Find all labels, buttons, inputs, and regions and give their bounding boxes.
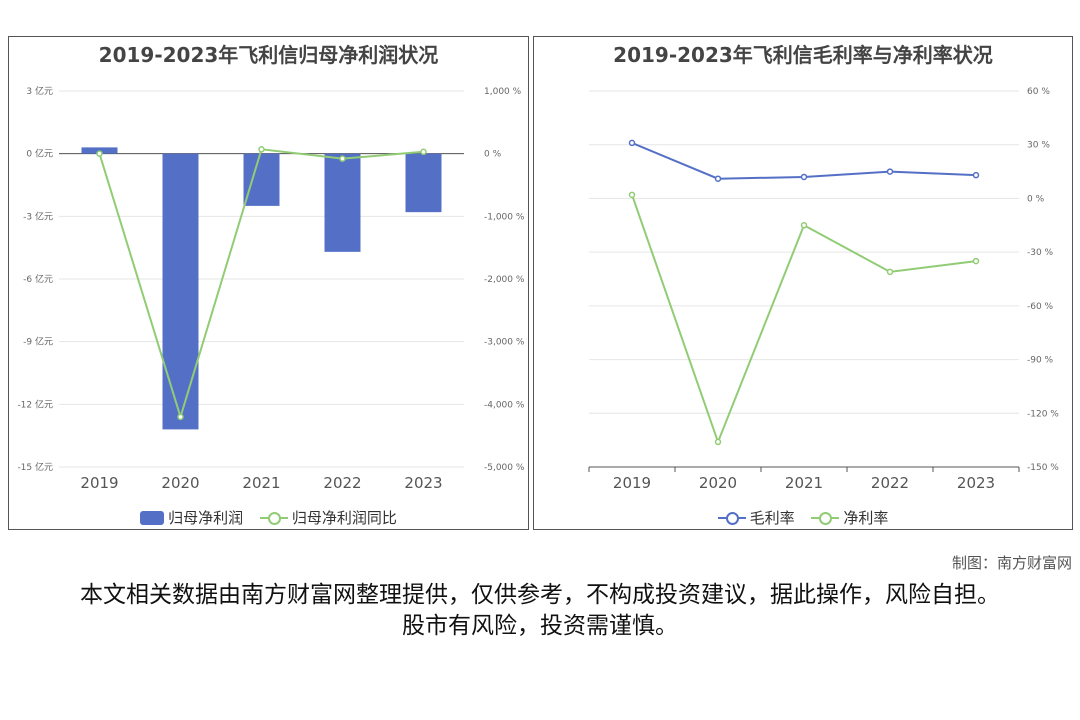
series-point — [800, 173, 808, 181]
chart-panel-margins: 2019-2023年飞利信毛利率与净利率状况 60 % 30 % 0 % -30 % -… — [533, 36, 1073, 530]
y-tick-label: -120 % — [1027, 409, 1059, 419]
y-tick-label: -9 亿元 — [23, 336, 53, 348]
y-tick-label: -30 % — [1027, 248, 1054, 258]
yoy-point — [339, 155, 346, 162]
margins-chart: 60 % 30 % 0 % -30 % -60 % -90 % -120 % -150 % 20… — [588, 87, 1059, 492]
chart-panel-net-profit: 2019-2023年飞利信归母净利润状况 3 亿元 0 亿元 -3 亿元 -6 亿元 -… — [8, 36, 529, 530]
yoy-point — [177, 413, 184, 421]
bar — [324, 153, 361, 252]
y2-tick-label: -3,000 % — [484, 338, 525, 348]
legend-item-gross[interactable]: 毛利率 — [717, 507, 795, 528]
series-point — [886, 268, 894, 276]
net-profit-chart: 3 亿元 0 亿元 -3 亿元 -6 亿元 -9 亿元 -12 亿元 -15 亿元 1,000… — [17, 85, 525, 492]
disclaimer-text: 本文相关数据由南方财富网整理提供，仅供参考，不构成投资建议，据此操作，风险自担。… — [80, 582, 1000, 639]
series-point — [972, 257, 980, 265]
y-tick-label: -6 亿元 — [23, 273, 53, 285]
legend-label: 净利率 — [843, 509, 889, 527]
series-line — [631, 142, 977, 180]
y-tick-label: -15 亿元 — [17, 461, 53, 473]
y-tick-label: -3 亿元 — [23, 210, 53, 222]
x-tick-label: 2022 — [871, 474, 909, 492]
x-tick-label: 2021 — [785, 474, 823, 492]
series-point — [972, 171, 980, 179]
legend-line-swatch — [717, 511, 746, 525]
x-tick-label: 2019 — [80, 474, 118, 492]
series-point — [800, 222, 808, 229]
x-tick-label: 2022 — [323, 474, 361, 492]
y-tick-label: 0 亿元 — [26, 148, 53, 160]
legend-item-net[interactable]: 净利率 — [811, 507, 888, 528]
y-tick-label: 30 % — [1027, 141, 1050, 151]
series-point — [714, 175, 722, 182]
legend-line-swatch — [259, 511, 288, 525]
y2-tick-label: -1,000 % — [484, 212, 525, 222]
series-point — [714, 438, 722, 446]
y-tick-label: -90 % — [1027, 356, 1054, 366]
legend: 毛利率 净利率 — [534, 507, 1072, 529]
yoy-point — [258, 146, 265, 153]
x-tick-label: 2019 — [613, 474, 651, 492]
y-tick-label: -12 亿元 — [17, 398, 53, 410]
bar — [405, 153, 442, 213]
y-tick-label: -60 % — [1027, 302, 1054, 312]
y2-tick-label: 1,000 % — [484, 87, 522, 97]
chart-title: 2019-2023年飞利信毛利率与净利率状况 — [613, 43, 993, 67]
chart-credit: 制图：南方财富网 — [951, 554, 1072, 572]
y2-tick-label: 0 % — [484, 150, 502, 160]
legend-label: 毛利率 — [749, 509, 795, 527]
x-tick-label: 2020 — [161, 474, 199, 492]
legend-bar-swatch — [140, 510, 165, 525]
legend-line-swatch — [811, 511, 840, 525]
legend-item-line[interactable]: 归母净利润同比 — [259, 507, 397, 528]
series-point — [886, 168, 894, 175]
chart-title: 2019-2023年飞利信归母净利润状况 — [98, 43, 439, 67]
x-tick-label: 2020 — [699, 474, 737, 492]
y-tick-label: 0 % — [1027, 194, 1045, 204]
y2-tick-label: -2,000 % — [484, 275, 525, 285]
y2-tick-label: -4,000 % — [484, 400, 525, 410]
legend-label: 归母净利润 — [168, 509, 244, 527]
y-tick-label: 3 亿元 — [26, 85, 53, 97]
x-tick-label: 2023 — [404, 474, 442, 492]
series-line — [631, 194, 977, 445]
bar — [243, 153, 280, 206]
legend-label: 归母净利润同比 — [291, 509, 397, 527]
x-tick-label: 2023 — [957, 474, 995, 492]
y2-tick-label: -5,000 % — [484, 463, 525, 473]
legend-item-bar[interactable]: 归母净利润 — [140, 507, 243, 528]
series-point — [628, 139, 636, 147]
bar — [162, 153, 199, 430]
y-tick-label: 60 % — [1027, 87, 1050, 97]
yoy-point — [96, 150, 103, 157]
x-tick-label: 2021 — [242, 474, 280, 492]
legend: 归母净利润 归母净利润同比 — [9, 507, 528, 529]
yoy-point — [420, 148, 427, 156]
y-tick-label: -150 % — [1027, 463, 1059, 473]
series-point — [628, 191, 636, 199]
